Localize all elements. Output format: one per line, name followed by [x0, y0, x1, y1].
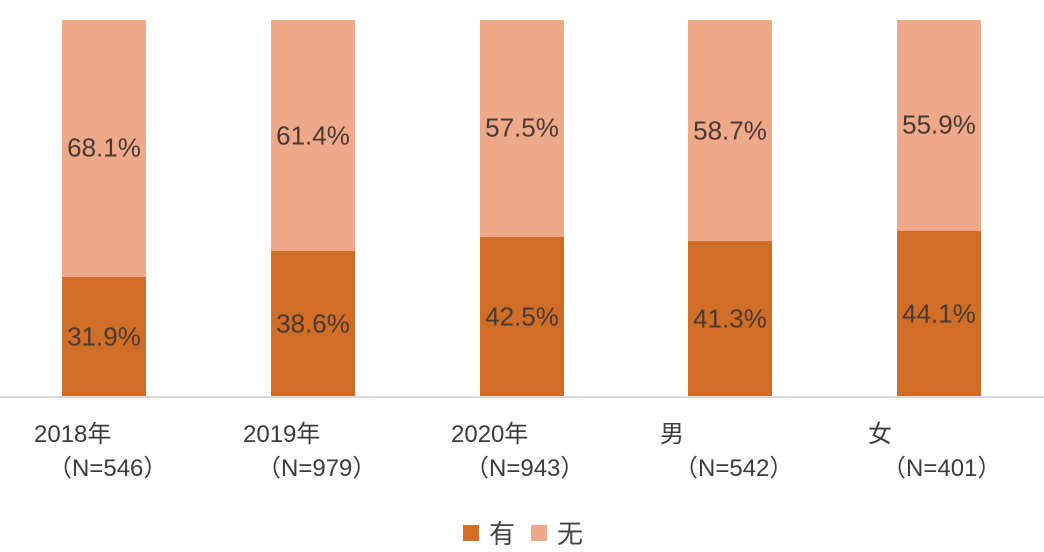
legend: 有 无 [463, 514, 599, 551]
category-name: 2018年 [34, 421, 112, 448]
segment-no: 61.4% [271, 20, 355, 252]
segment-yes: 31.9% [62, 276, 146, 397]
data-label: 55.9% [902, 109, 976, 140]
segment-no: 55.9% [897, 20, 981, 231]
category-name: 2020年 [451, 421, 529, 448]
data-label: 57.5% [485, 112, 559, 143]
x-axis-line [0, 396, 1044, 398]
legend-item-yes: 有 [463, 514, 515, 551]
category-count: （N=546） [48, 455, 168, 482]
category-count: （N=542） [674, 455, 794, 482]
x-tick-label: 2018年 （N=546） [34, 418, 167, 486]
bar-2020: 57.5% 42.5% [480, 20, 564, 397]
data-label: 41.3% [693, 303, 767, 334]
category-name: 女 [868, 421, 892, 448]
category-count: （N=401） [882, 455, 1002, 482]
segment-yes: 42.5% [480, 236, 564, 397]
x-tick-label: 2019年 （N=979） [243, 418, 376, 486]
data-label: 38.6% [276, 308, 350, 339]
data-label: 58.7% [693, 115, 767, 146]
legend-swatch-icon [463, 524, 479, 541]
bar-female: 55.9% 44.1% [897, 20, 981, 397]
bar-male: 58.7% 41.3% [688, 20, 772, 397]
category-name: 男 [660, 421, 684, 448]
x-tick-label: 女 （N=401） [868, 418, 1001, 486]
x-tick-label: 男 （N=542） [660, 418, 793, 486]
data-label: 44.1% [902, 298, 976, 329]
segment-no: 57.5% [480, 20, 564, 237]
data-label: 61.4% [276, 120, 350, 151]
segment-yes: 41.3% [688, 241, 772, 397]
data-label: 68.1% [67, 132, 141, 163]
category-count: （N=943） [465, 455, 585, 482]
legend-label: 无 [557, 519, 584, 549]
data-label: 31.9% [67, 321, 141, 352]
bar-2018: 68.1% 31.9% [62, 20, 146, 397]
legend-item-no: 无 [531, 514, 583, 551]
bar-2019: 61.4% 38.6% [271, 20, 355, 397]
x-tick-label: 2020年 （N=943） [451, 418, 584, 486]
segment-yes: 38.6% [271, 251, 355, 397]
legend-label: 有 [489, 519, 516, 549]
data-label: 42.5% [485, 301, 559, 332]
segment-no: 58.7% [688, 20, 772, 242]
plot-area: 68.1% 31.9% 61.4% 38.6% 57.5% 42.5% 58.7… [0, 20, 1044, 397]
category-count: （N=979） [257, 455, 377, 482]
category-name: 2019年 [243, 421, 321, 448]
segment-no: 68.1% [62, 20, 146, 277]
legend-swatch-icon [531, 524, 548, 541]
segment-yes: 44.1% [897, 230, 981, 397]
